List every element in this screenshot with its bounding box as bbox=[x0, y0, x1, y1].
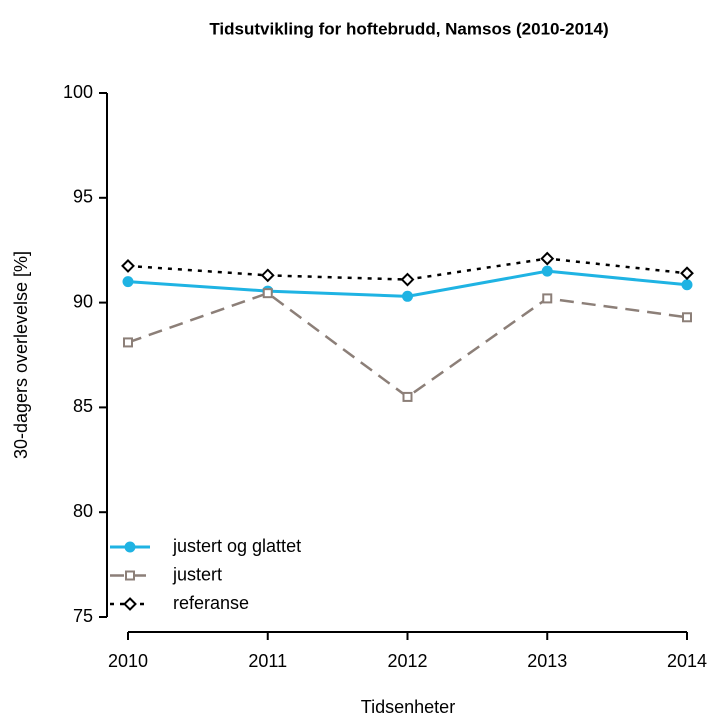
legend-marker bbox=[123, 597, 137, 611]
legend-marker bbox=[125, 570, 135, 581]
point bbox=[542, 293, 553, 304]
x-axis-label: Tidsenheter bbox=[361, 697, 455, 717]
point bbox=[682, 312, 692, 323]
y-tick-label: 85 bbox=[73, 396, 93, 416]
point bbox=[121, 259, 135, 273]
x-tick-label: 2014 bbox=[667, 651, 707, 671]
x-tick-label: 2011 bbox=[248, 651, 287, 671]
point bbox=[540, 251, 555, 266]
y-tick-label: 80 bbox=[73, 501, 93, 521]
y-tick-label: 75 bbox=[73, 606, 93, 626]
point bbox=[541, 265, 553, 277]
chart-title: Tidsutvikling for hoftebrudd, Namsos (20… bbox=[209, 19, 608, 38]
point bbox=[402, 391, 413, 402]
point bbox=[680, 266, 694, 281]
point bbox=[402, 290, 413, 302]
legend-label: justert bbox=[172, 564, 222, 584]
series-line bbox=[127, 291, 688, 399]
point bbox=[123, 337, 133, 348]
series-line bbox=[127, 257, 688, 281]
legend-label: justert og glattet bbox=[172, 536, 301, 556]
legend-label: referanse bbox=[173, 593, 249, 613]
point bbox=[122, 276, 134, 288]
x-tick-label: 2010 bbox=[108, 651, 148, 671]
point bbox=[260, 268, 275, 283]
point bbox=[681, 279, 693, 291]
y-axis-label: 30-dagers overlevelse [%] bbox=[11, 251, 31, 459]
y-tick-label: 100 bbox=[63, 82, 93, 102]
legend-marker bbox=[124, 541, 136, 553]
y-tick-label: 90 bbox=[73, 291, 93, 311]
y-tick-label: 95 bbox=[73, 187, 93, 207]
x-tick-label: 2012 bbox=[387, 651, 427, 671]
x-tick-label: 2013 bbox=[527, 651, 567, 671]
point bbox=[262, 288, 273, 299]
point bbox=[400, 272, 415, 287]
